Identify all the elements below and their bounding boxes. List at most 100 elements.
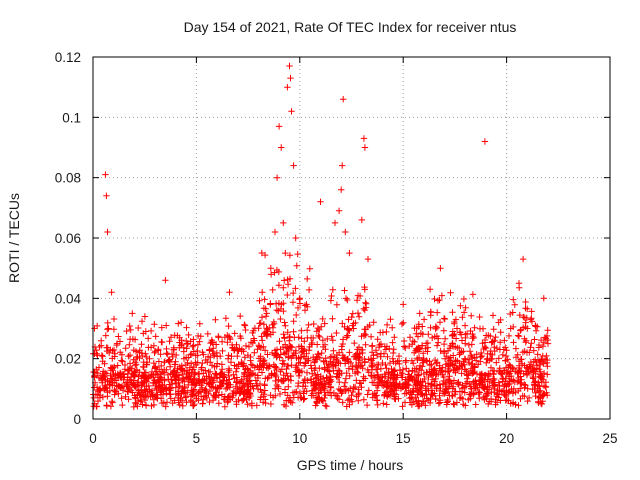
data-point xyxy=(431,295,438,303)
data-point xyxy=(470,334,477,342)
data-point xyxy=(510,385,517,392)
data-point xyxy=(456,349,464,357)
data-point xyxy=(434,297,442,304)
data-point xyxy=(280,307,287,315)
y-tick-label: 0.04 xyxy=(55,291,82,306)
data-point xyxy=(295,379,302,387)
x-tick-label: 0 xyxy=(89,431,97,446)
data-point xyxy=(110,315,118,323)
data-point xyxy=(271,228,279,236)
data-point xyxy=(295,334,302,341)
data-point xyxy=(467,385,475,392)
data-point xyxy=(99,393,107,401)
data-point xyxy=(355,386,362,393)
data-point xyxy=(108,289,115,296)
data-point xyxy=(289,399,296,406)
data-point xyxy=(522,339,529,346)
data-point xyxy=(342,375,350,382)
data-point xyxy=(460,358,467,365)
data-point xyxy=(276,338,283,345)
data-point xyxy=(456,329,464,336)
data-point xyxy=(169,353,176,361)
data-point xyxy=(335,349,343,356)
data-point xyxy=(444,385,452,392)
data-point xyxy=(499,370,506,377)
data-point xyxy=(492,333,499,341)
data-point xyxy=(103,370,110,377)
data-point xyxy=(106,349,113,357)
data-point xyxy=(290,318,297,325)
data-point xyxy=(361,144,369,151)
data-point xyxy=(256,297,263,304)
data-point xyxy=(280,331,287,338)
data-point xyxy=(316,326,323,334)
data-point xyxy=(430,368,437,376)
y-tick-label: 0.12 xyxy=(55,50,81,65)
data-point xyxy=(426,286,434,293)
data-point xyxy=(516,311,523,319)
data-point xyxy=(309,370,316,377)
data-point xyxy=(153,368,160,375)
data-point xyxy=(524,305,531,313)
data-point xyxy=(540,370,548,377)
data-point xyxy=(152,333,159,340)
data-point xyxy=(341,383,348,390)
data-point xyxy=(333,301,341,308)
data-point xyxy=(246,372,253,379)
data-point xyxy=(155,346,162,353)
data-point xyxy=(436,319,444,326)
data-point xyxy=(153,391,160,399)
data-point xyxy=(375,361,382,368)
data-point xyxy=(304,275,311,283)
data-point xyxy=(189,387,197,395)
data-point xyxy=(150,379,157,386)
data-point xyxy=(336,378,343,386)
data-point xyxy=(540,360,547,367)
data-point xyxy=(346,249,353,257)
data-point xyxy=(218,382,225,389)
data-point xyxy=(467,352,475,359)
data-point xyxy=(211,363,218,371)
data-point xyxy=(285,383,292,390)
data-point xyxy=(492,396,499,403)
data-point xyxy=(344,397,352,404)
data-point xyxy=(328,292,335,300)
data-point xyxy=(391,390,398,397)
data-point xyxy=(348,313,355,321)
data-point xyxy=(503,396,511,404)
data-point xyxy=(94,352,101,359)
data-point xyxy=(250,327,257,334)
data-point xyxy=(242,342,250,350)
data-point xyxy=(144,375,151,382)
data-point xyxy=(136,391,143,398)
data-point xyxy=(175,379,182,386)
data-point xyxy=(126,322,133,330)
data-point xyxy=(489,312,497,319)
data-point xyxy=(208,383,215,390)
data-point xyxy=(184,340,192,348)
data-point xyxy=(511,301,518,308)
data-point xyxy=(462,340,469,347)
data-point xyxy=(241,382,248,390)
data-point xyxy=(200,377,208,385)
data-point xyxy=(344,296,351,304)
data-point xyxy=(349,398,356,405)
data-point xyxy=(187,376,195,383)
data-point xyxy=(286,333,294,340)
data-point xyxy=(255,342,262,349)
data-point xyxy=(126,351,134,359)
data-point xyxy=(156,382,163,389)
data-point xyxy=(313,399,320,406)
data-point xyxy=(459,314,466,321)
data-point xyxy=(303,369,311,376)
data-point xyxy=(214,385,221,392)
data-point xyxy=(477,381,485,388)
data-point xyxy=(335,207,343,214)
data-point xyxy=(532,359,540,366)
data-point xyxy=(287,372,294,380)
data-point xyxy=(355,359,362,367)
data-point xyxy=(491,379,498,386)
data-point xyxy=(379,359,386,367)
data-point xyxy=(476,395,483,402)
data-point xyxy=(420,359,427,366)
